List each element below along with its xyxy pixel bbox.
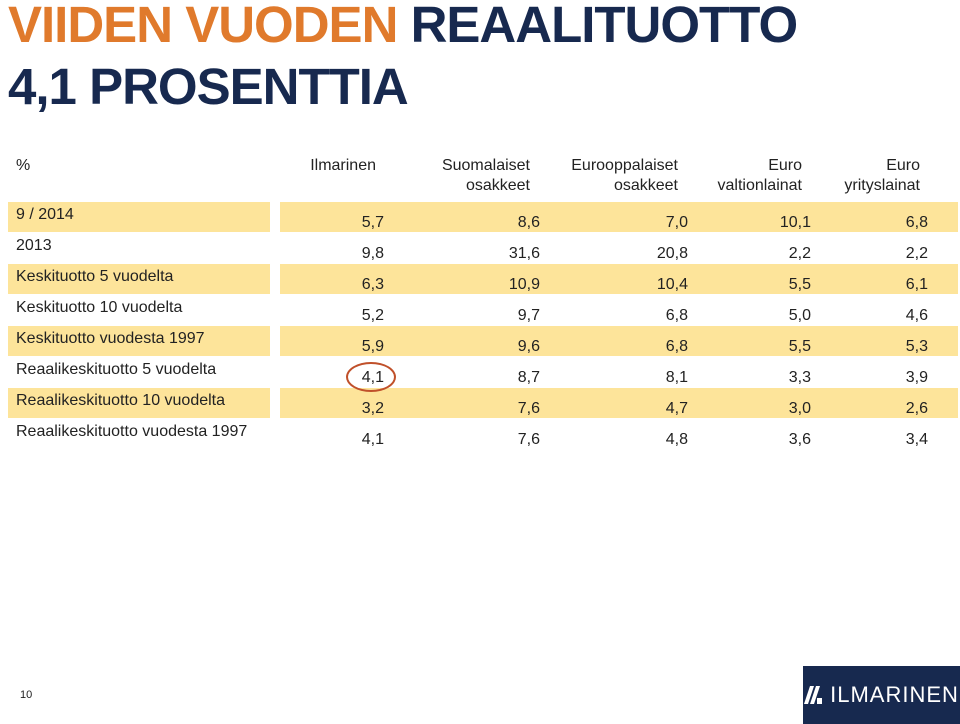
value-cell: 31,6 (508, 245, 540, 262)
table-row: Reaalikeskituotto 5 vuodelta 4,1 8,7 8,1… (8, 357, 958, 387)
unit-header: % (16, 157, 31, 174)
table-row: Keskituotto 5 vuodelta 6,3 10,9 10,4 5,5… (8, 264, 958, 294)
value-cell: 8,6 (517, 214, 540, 231)
value-cell: 10,9 (508, 276, 540, 293)
column-header-line2: valtionlainat (717, 177, 803, 194)
value-cell: 9,7 (517, 307, 540, 324)
row-label: Reaalikeskituotto vuodesta 1997 (16, 423, 248, 440)
value-cell: 3,2 (361, 400, 384, 417)
value-cell: 5,0 (788, 307, 811, 324)
row-label: Keskituotto 5 vuodelta (16, 268, 174, 285)
table-row: Reaalikeskituotto 10 vuodelta 3,2 7,6 4,… (8, 388, 958, 418)
row-label: Reaalikeskituotto 5 vuodelta (16, 361, 217, 378)
table-row: Keskituotto 10 vuodelta 5,2 9,7 6,8 5,0 … (8, 295, 958, 325)
value-cell: 3,3 (788, 369, 811, 386)
column-header-line2: osakkeet (613, 177, 678, 194)
value-cell: 4,6 (905, 307, 928, 324)
value-cell: 5,5 (788, 276, 811, 293)
page-number: 10 (20, 689, 33, 701)
value-cell: 7,6 (517, 431, 540, 448)
value-cell: 3,0 (788, 400, 811, 417)
value-cell: 10,1 (779, 214, 811, 231)
logo-mark-icon (804, 686, 823, 704)
row-divider (270, 264, 280, 294)
row-divider (270, 388, 280, 418)
value-cell: 3,9 (905, 369, 928, 386)
value-cell: 4,8 (665, 431, 688, 448)
value-cell: 5,3 (905, 338, 928, 355)
value-cell: 6,1 (905, 276, 928, 293)
row-label: 2013 (16, 237, 52, 254)
value-cell: 5,7 (361, 214, 384, 231)
slide-title: VIIDEN VUODEN REAALITUOTTO 4,1 PROSENTTI… (8, 0, 799, 118)
value-cell: 6,8 (665, 338, 688, 355)
ilmarinen-logo: ILMARINEN (803, 666, 960, 724)
row-label: Reaalikeskituotto 10 vuodelta (16, 392, 226, 409)
column-header-line1: Eurooppalaiset (571, 157, 678, 174)
value-cell: 9,6 (517, 338, 540, 355)
value-cell: 5,2 (361, 307, 384, 324)
value-cell: 8,7 (517, 369, 540, 386)
column-header-line2: yrityslainat (844, 177, 920, 194)
row-divider (270, 202, 280, 232)
value-cell: 8,1 (665, 369, 688, 386)
column-header-euro-yrityslainat: Euro yrityslainat (812, 156, 920, 196)
value-cell: 6,3 (361, 276, 384, 293)
value-cell: 9,8 (361, 245, 384, 262)
column-header-line1: Ilmarinen (310, 157, 376, 174)
title-line2: 4,1 PROSENTTIA (8, 58, 409, 115)
table-row: 9 / 2014 5,7 8,6 7,0 10,1 6,8 (8, 202, 958, 232)
column-header-suomalaiset-osakkeet: Suomalaiset osakkeet (410, 156, 530, 196)
value-cell: 3,6 (788, 431, 811, 448)
table-row: Reaalikeskituotto vuodesta 1997 4,1 7,6 … (8, 419, 958, 449)
value-cell: 2,2 (905, 245, 928, 262)
column-header-line1: Euro (768, 157, 802, 174)
table-row: 2013 9,8 31,6 20,8 2,2 2,2 (8, 233, 958, 263)
column-header-line1: Suomalaiset (441, 157, 530, 174)
row-label: Keskituotto 10 vuodelta (16, 299, 183, 316)
title-orange-part: VIIDEN VUODEN (8, 0, 398, 53)
column-header-line2: osakkeet (465, 177, 530, 194)
value-cell: 2,2 (788, 245, 811, 262)
title-navy-part: REAALITUOTTO (410, 0, 799, 53)
value-cell: 3,4 (905, 431, 928, 448)
value-cell: 4,7 (665, 400, 688, 417)
row-label: Keskituotto vuodesta 1997 (16, 330, 205, 347)
table-row: Keskituotto vuodesta 1997 5,9 9,6 6,8 5,… (8, 326, 958, 356)
highlight-circle (346, 362, 396, 392)
row-divider (270, 326, 280, 356)
value-cell: 5,5 (788, 338, 811, 355)
value-cell: 5,9 (361, 338, 384, 355)
column-header-ilmarinen: Ilmarinen (290, 156, 376, 176)
value-cell: 6,8 (905, 214, 928, 231)
value-cell: 2,6 (905, 400, 928, 417)
value-cell: 7,6 (517, 400, 540, 417)
value-cell: 6,8 (665, 307, 688, 324)
column-header-euro-valtionlainat: Euro valtionlainat (690, 156, 803, 196)
logo-wordmark: ILMARINEN (830, 682, 959, 707)
value-cell: 20,8 (656, 245, 688, 262)
row-label: 9 / 2014 (16, 206, 74, 223)
column-header-line1: Euro (886, 157, 920, 174)
value-cell: 7,0 (665, 214, 688, 231)
column-header-eurooppalaiset-osakkeet: Eurooppalaiset osakkeet (540, 156, 678, 196)
value-cell: 4,1 (361, 431, 384, 448)
value-cell: 10,4 (656, 276, 688, 293)
